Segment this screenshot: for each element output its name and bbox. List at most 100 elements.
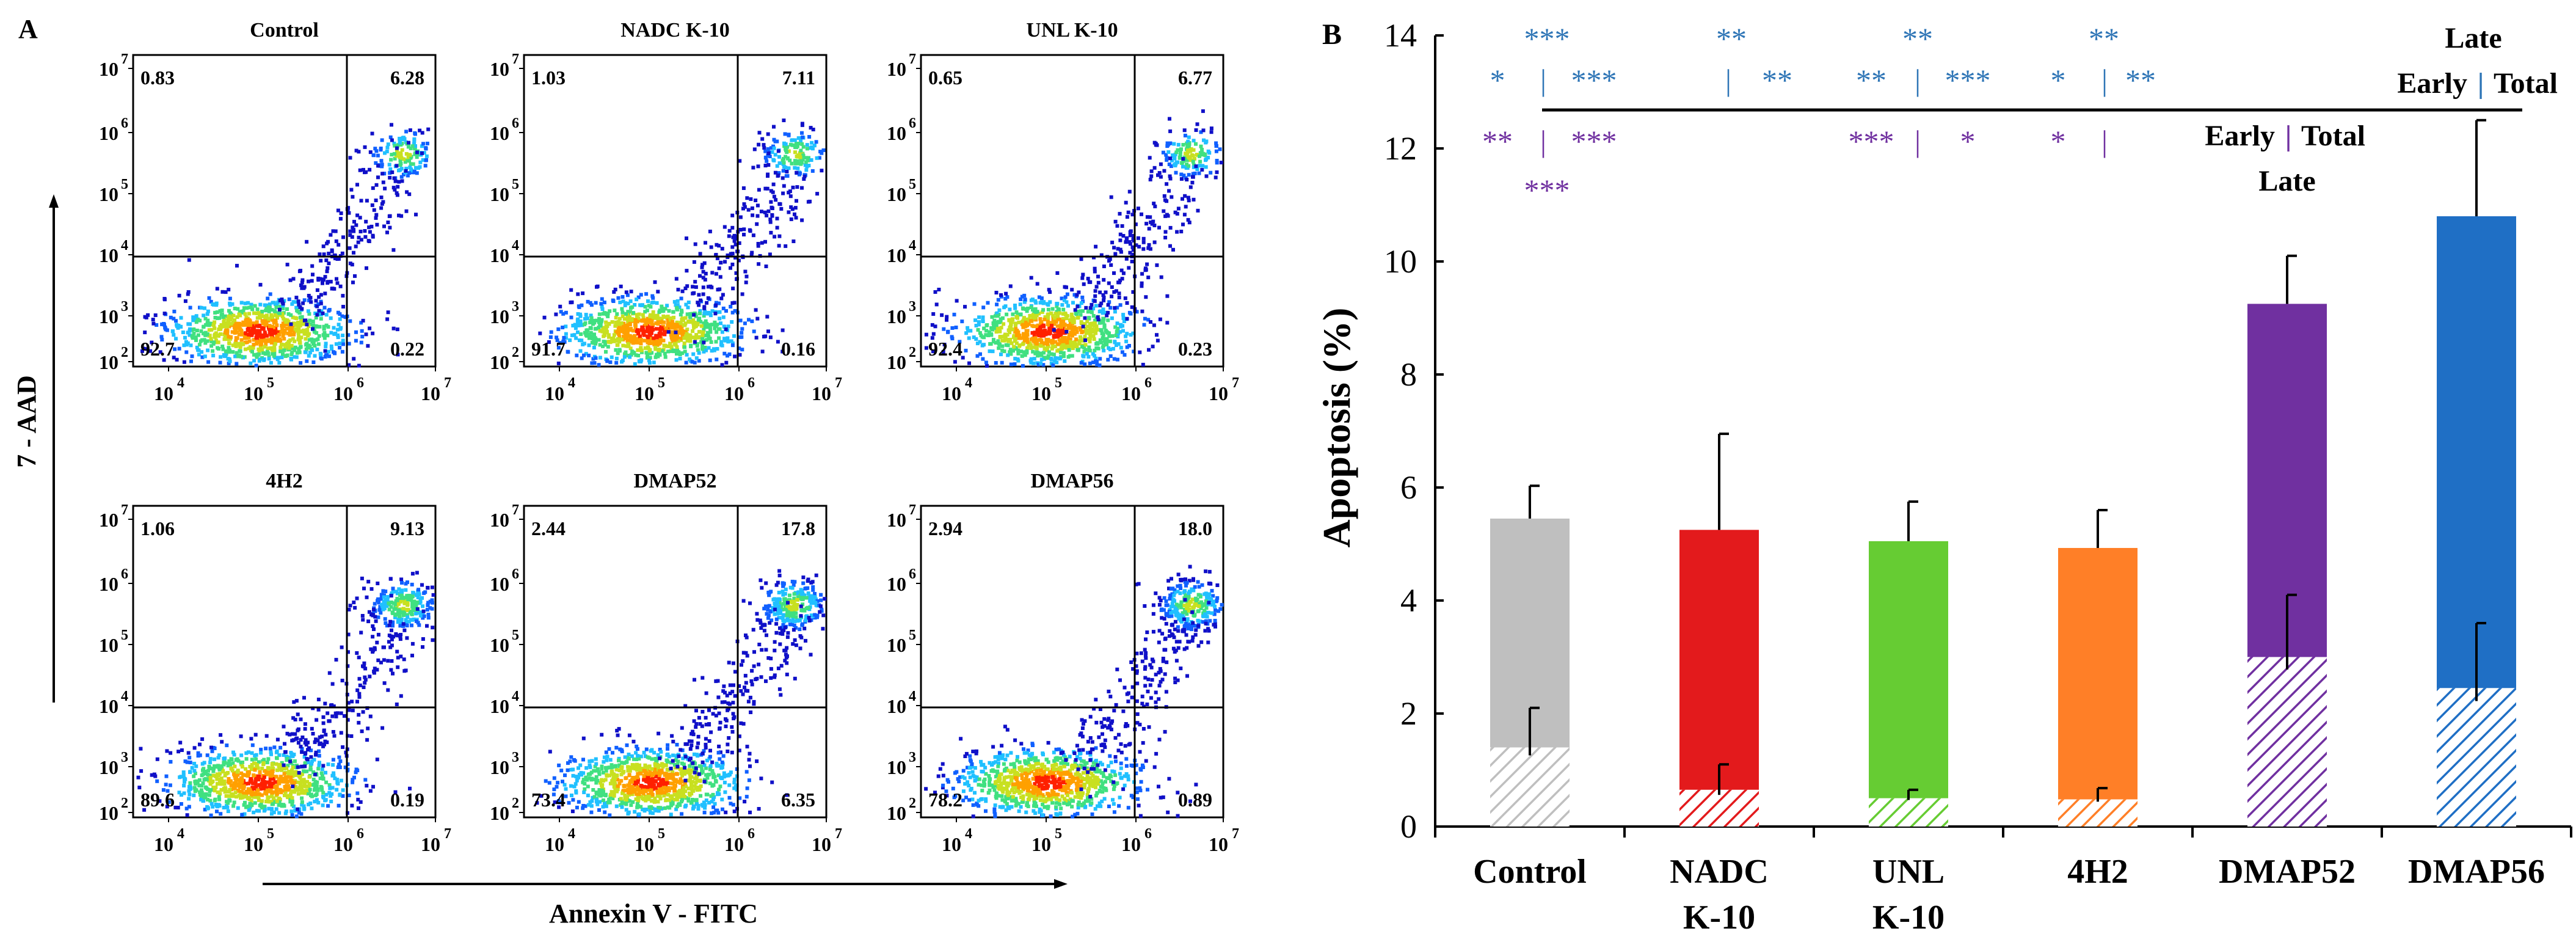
flow-x-tick-exp: 6	[357, 826, 364, 842]
flow-y-tick-base: 10	[490, 244, 509, 266]
flow-y-tick-exp: 7	[121, 51, 128, 67]
quadrant-percent-ul: 1.03	[531, 67, 566, 89]
flow-y-tick-base: 10	[490, 634, 509, 656]
flow-y-tick-exp: 5	[512, 627, 519, 643]
flow-x-tick-exp: 4	[965, 375, 972, 391]
bar-early-segment	[2058, 799, 2138, 827]
flow-y-tick-exp: 4	[121, 688, 128, 704]
flow-x-tick-base: 10	[545, 382, 564, 404]
flow-x-tick-base: 10	[1031, 833, 1051, 855]
flow-y-tick-exp: 2	[909, 345, 916, 360]
flow-y-axis-arrow-head	[49, 194, 59, 208]
flow-x-tick-exp: 4	[568, 826, 575, 842]
flow-x-tick-exp: 7	[444, 826, 451, 842]
bar-chart: 0 2 4 6 8 10 12 14 Control NADC K-10 UNL K-10 4H2 DMAP…	[1384, 17, 2572, 937]
quadrant-percent-ur: 6.77	[1178, 67, 1212, 89]
flow-y-tick-base: 10	[887, 802, 906, 824]
quadrant-percent-ul: 2.44	[531, 517, 566, 539]
flow-y-tick-exp: 5	[909, 177, 916, 192]
flow-x-tick-base: 10	[724, 833, 744, 855]
flow-x-tick-exp: 7	[835, 826, 842, 842]
bar-late-segment	[1679, 530, 1759, 790]
flow-x-tick-base: 10	[812, 382, 831, 404]
flow-y-tick-base: 10	[887, 634, 906, 656]
flow-y-tick-exp: 4	[512, 688, 519, 704]
flow-y-tick-base: 10	[99, 756, 118, 778]
flow-y-tick-base: 10	[99, 244, 118, 266]
flow-y-tick-base: 10	[887, 573, 906, 595]
flow-y-tick-exp: 7	[512, 502, 519, 518]
flow-events	[136, 571, 435, 819]
flow-x-axis-arrow-head	[1054, 879, 1068, 889]
quadrant-percent-ur: 6.28	[390, 67, 424, 89]
quadrant-percent-lr: 0.19	[390, 789, 424, 811]
flow-y-axis-title: 7 - AAD	[12, 375, 42, 468]
flow-plot-title: 4H2	[266, 470, 302, 492]
flow-y-tick-base: 10	[490, 122, 509, 144]
significance-mark-purple: ***	[1849, 124, 1894, 158]
flow-x-tick-base: 10	[421, 382, 440, 404]
flow-x-tick-base: 10	[154, 833, 173, 855]
flow-events	[538, 119, 826, 367]
flow-plot-title: DMAP56	[1031, 470, 1114, 492]
flow-x-tick-exp: 7	[444, 375, 451, 391]
quadrant-percent-ul: 0.65	[928, 67, 962, 89]
flow-x-tick-exp: 4	[177, 375, 184, 391]
flow-x-tick-base: 10	[154, 382, 173, 404]
significance-mark-blue: **	[1716, 21, 1747, 56]
flow-y-tick-base: 10	[99, 305, 118, 327]
significance-annotations: *** ** ** *** | *** | ** ** | *** * | **** | *** *** | * * |…	[1482, 21, 2558, 207]
flow-x-tick-exp: 6	[1144, 826, 1152, 842]
flow-x-tick-base: 10	[1121, 833, 1141, 855]
flow-events	[535, 569, 827, 817]
flow-x-tick-exp: 7	[1232, 826, 1239, 842]
quadrant-percent-ll: 91.7	[531, 338, 566, 360]
flow-x-axis-title: Annexin V - FITC	[549, 899, 758, 929]
flow-y-tick-base: 10	[887, 305, 906, 327]
flow-x-tick-base: 10	[421, 833, 440, 855]
flow-y-tick-exp: 2	[909, 795, 916, 811]
quadrant-percent-ur: 18.0	[1178, 517, 1212, 539]
flow-y-tick-base: 10	[887, 183, 906, 205]
significance-mark-blue: **	[2125, 63, 2156, 97]
flow-y-tick-base: 10	[490, 183, 509, 205]
bar-early-segment	[1490, 747, 1570, 827]
flow-plot-title: UNL K-10	[1026, 19, 1118, 42]
flow-y-tick-base: 10	[99, 695, 118, 717]
panel-b-label: B	[1322, 18, 1342, 51]
flow-x-tick-exp: 7	[835, 375, 842, 391]
flow-x-tick-base: 10	[1209, 833, 1228, 855]
flow-x-tick-exp: 4	[177, 826, 184, 842]
flow-x-tick-base: 10	[724, 382, 744, 404]
flow-x-tick-base: 10	[1031, 382, 1051, 404]
flow-x-tick-exp: 6	[357, 375, 364, 391]
significance-mark-blue: **	[1902, 21, 1933, 56]
flow-x-tick-base: 10	[333, 833, 353, 855]
significance-divider-blue: |	[1540, 63, 1546, 97]
flow-y-tick-base: 10	[490, 509, 509, 531]
flow-x-tick-base: 10	[333, 382, 353, 404]
flow-y-tick-base: 10	[887, 58, 906, 80]
legend-early-label-purple: Early	[2205, 120, 2275, 152]
flow-events	[140, 123, 431, 368]
panel-a: A 7 - AAD Annexin V - FITC Control 0.83 6.…	[12, 14, 1239, 929]
bar-y-tick-label: 6	[1400, 469, 1417, 506]
bar-x-tick-label-line2: K-10	[1872, 899, 1945, 937]
flow-x-tick-base: 10	[635, 382, 654, 404]
bar-y-tick-label: 12	[1384, 130, 1417, 167]
flow-y-tick-exp: 6	[512, 115, 519, 131]
flow-y-tick-exp: 3	[121, 299, 128, 315]
bar-y-tick-label: 4	[1400, 582, 1417, 619]
bar-y-tick-label: 10	[1384, 243, 1417, 280]
flow-y-tick-base: 10	[99, 351, 118, 373]
flow-y-tick-base: 10	[887, 244, 906, 266]
legend-divider-purple: |	[2285, 120, 2292, 152]
bar-x-tick-label: Control	[1473, 853, 1587, 891]
significance-mark-purple: ***	[1571, 124, 1617, 158]
bar-early-segment	[1869, 798, 1948, 827]
bar-early-segment	[2247, 657, 2327, 827]
significance-divider-blue: |	[1915, 63, 1921, 97]
panel-b: B Apoptosis (%) 0 2 4 6 8 10 12 14 Control NADC K-…	[1315, 17, 2572, 937]
